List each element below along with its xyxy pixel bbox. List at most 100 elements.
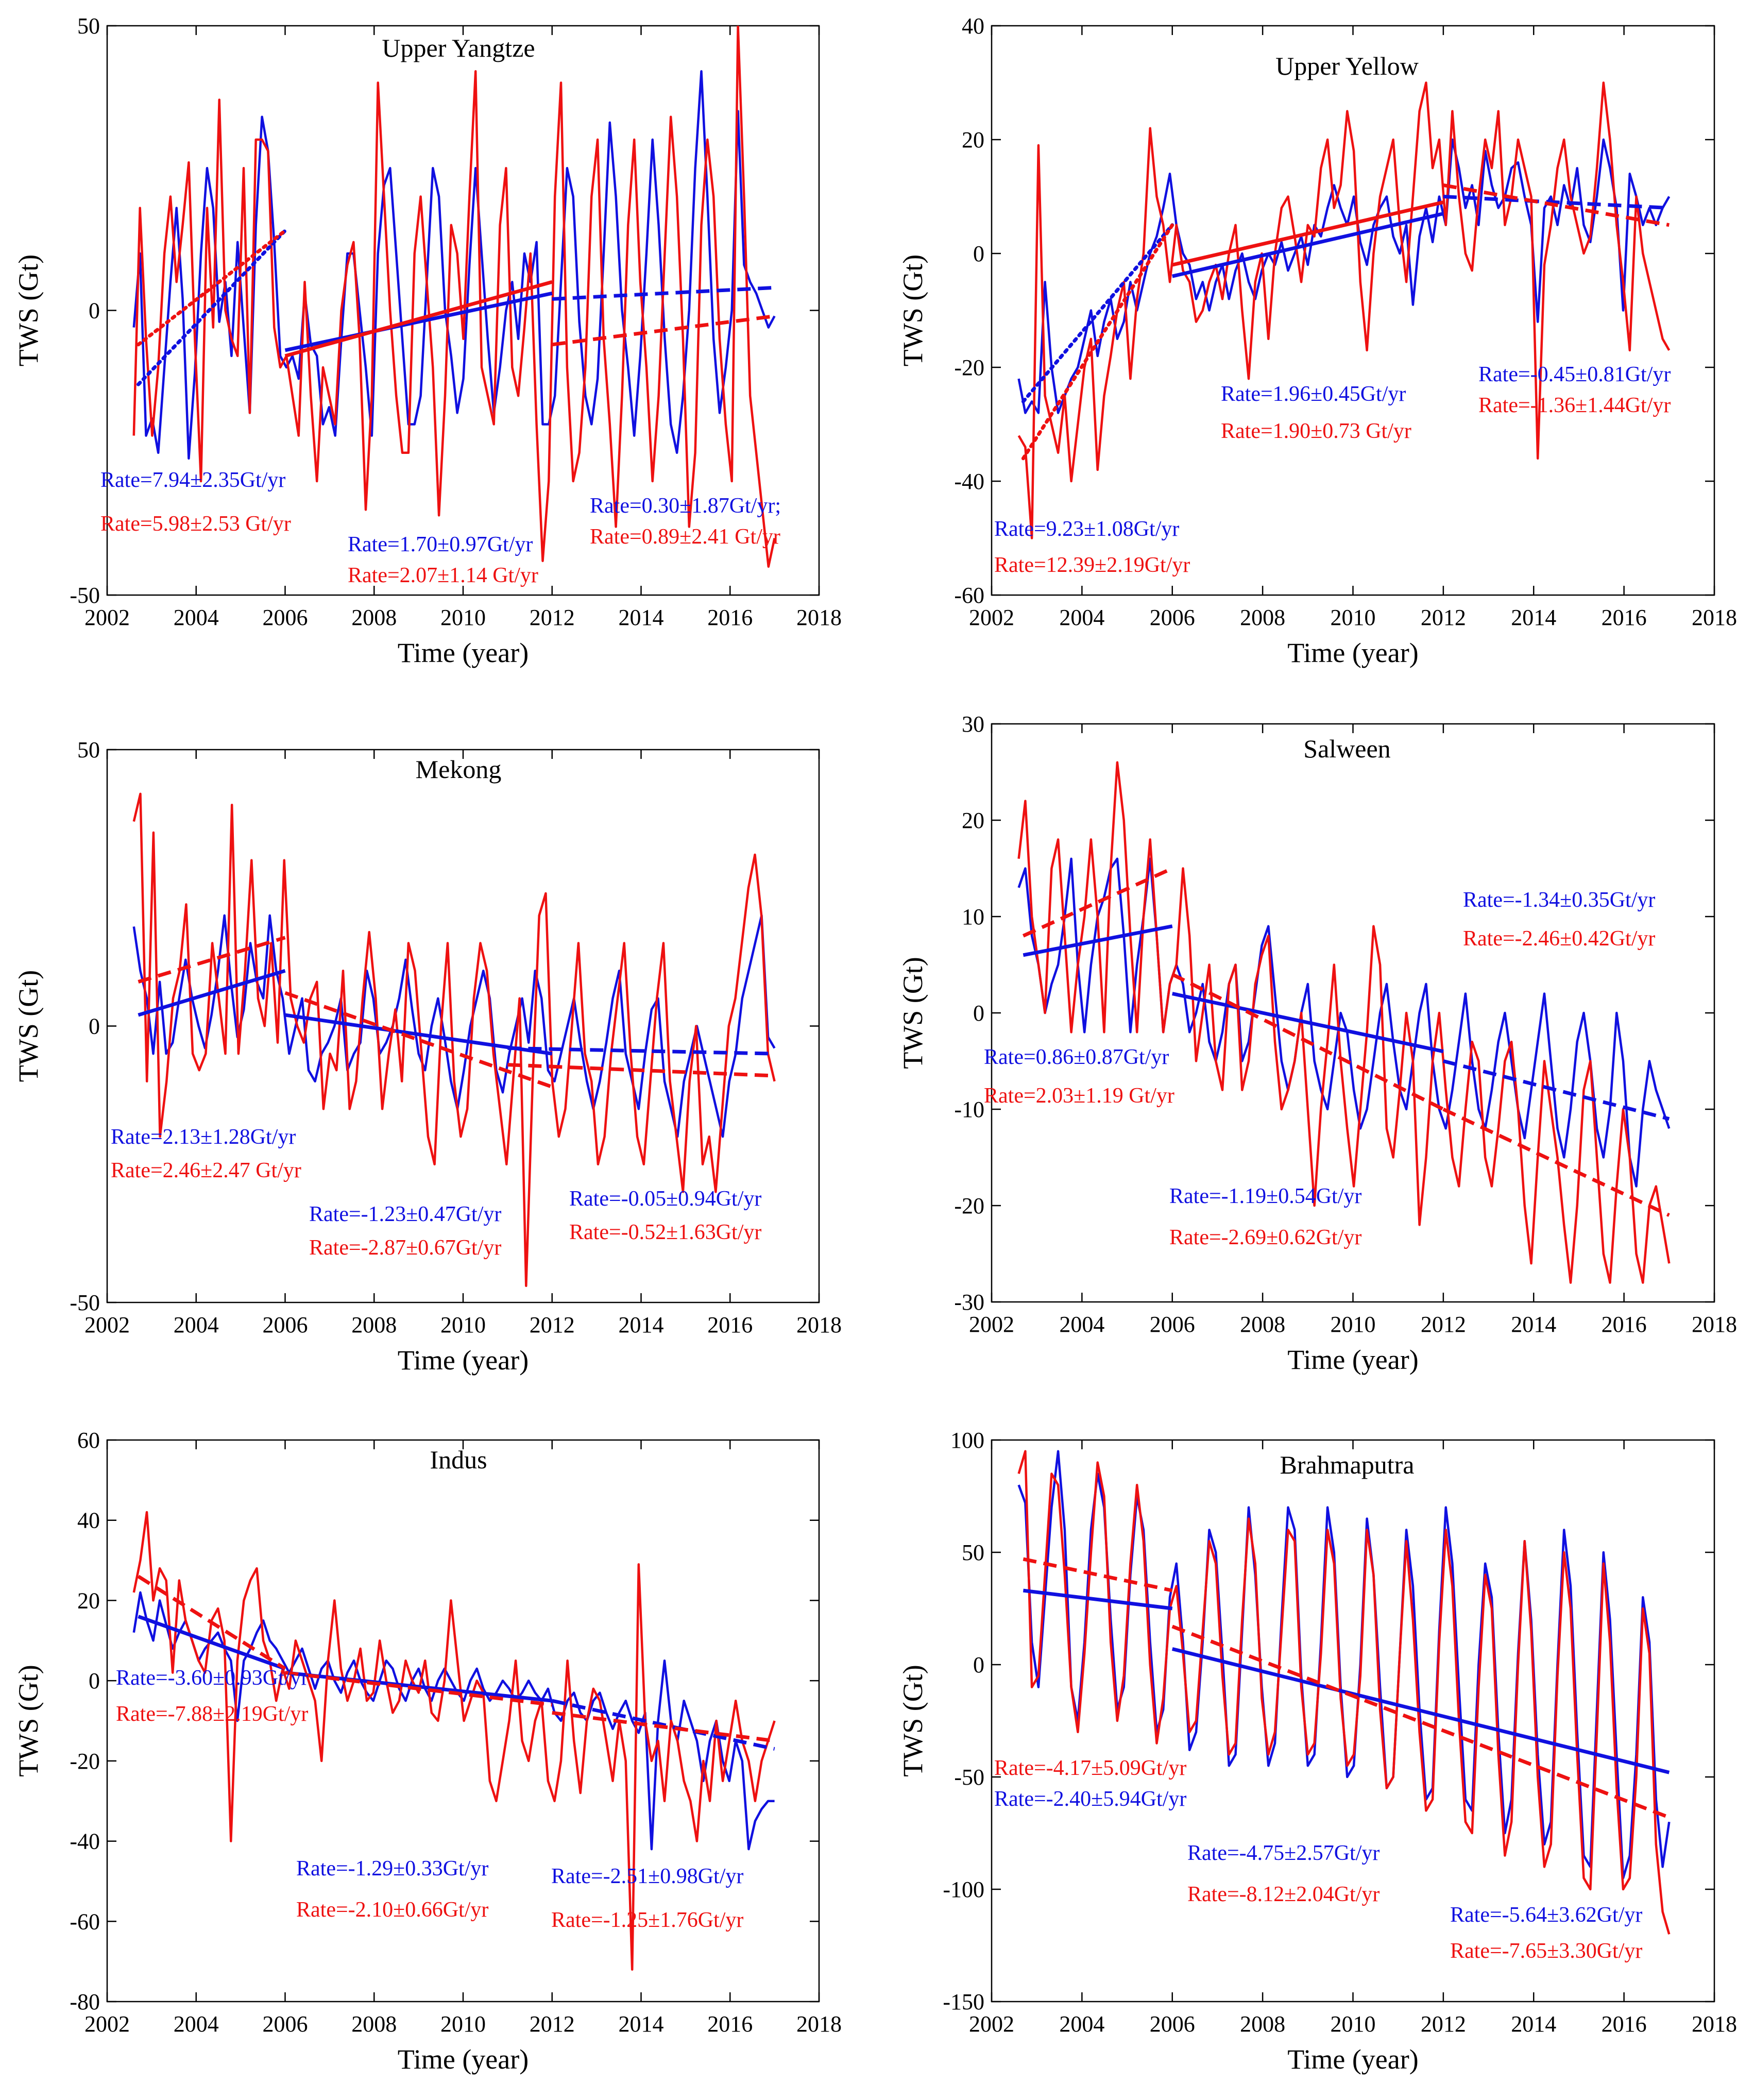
rate-annotation-blue: Rate=0.86±0.87Gt/yr — [984, 1045, 1169, 1069]
series-line-red — [1017, 81, 1671, 539]
rate-annotation-blue: Rate=2.13±1.28Gt/yr — [111, 1125, 296, 1149]
x-tick-label: 2012 — [530, 605, 575, 630]
y-axis-label: TWS (Gt) — [13, 1665, 44, 1776]
x-axis-label: Time (year) — [398, 637, 529, 668]
trend-line-red — [1171, 973, 1444, 1111]
trend-line-blue — [1023, 924, 1173, 957]
rate-annotation-blue: Rate=-1.23±0.47Gt/yr — [309, 1203, 501, 1226]
trend-line-red — [284, 280, 553, 358]
x-tick-label: 2006 — [1150, 1312, 1195, 1337]
rate-annotation-blue: Rate=-5.64±3.62Gt/yr — [1450, 1903, 1642, 1927]
rate-annotation-blue: Rate=-1.19±0.54Gt/yr — [1169, 1184, 1361, 1208]
series-line-blue — [1017, 138, 1671, 414]
x-tick-label: 2010 — [440, 1312, 486, 1337]
x-tick-label: 2008 — [351, 605, 397, 630]
trend-line-blue — [552, 1699, 775, 1751]
trend-line-blue — [284, 1013, 553, 1056]
trend-line-red — [1021, 223, 1174, 461]
panel-upper-yellow: 2002 2004 2006 2008 2010 2012 2014 2016 2018 40 20… — [897, 13, 1737, 668]
x-axis-label: Time (year) — [1287, 1344, 1418, 1375]
y-tick-label: 50 — [77, 737, 100, 763]
series-line-red — [132, 792, 776, 1288]
y-tick-label: -40 — [70, 1829, 100, 1854]
trend-line-red — [1171, 200, 1444, 267]
x-tick-label: 2006 — [1150, 605, 1195, 630]
trend-line-red — [136, 229, 287, 347]
rate-annotation-red: Rate=-0.52±1.63Gt/yr — [569, 1221, 761, 1244]
y-tick-label: -60 — [70, 1909, 100, 1934]
rate-annotation-blue: Rate=9.23±1.08Gt/yr — [994, 517, 1179, 541]
x-tick-label: 2002 — [84, 2011, 130, 2037]
x-tick-label: 2004 — [1059, 1312, 1104, 1337]
trend-line-blue — [507, 1046, 775, 1056]
y-tick-label: -50 — [70, 1290, 100, 1315]
x-axis-label: Time (year) — [1287, 637, 1418, 668]
y-tick-label: 20 — [962, 808, 984, 833]
x-tick-label: 2014 — [1511, 605, 1556, 630]
rate-annotation-blue: Rate=1.70±0.97Gt/yr — [348, 533, 533, 556]
x-axis-label: Time (year) — [398, 1345, 529, 1376]
x-tick-label: 2018 — [1692, 1312, 1737, 1337]
rate-annotation-red: Rate=-2.10±0.66Gt/yr — [296, 1898, 488, 1922]
x-tick-label: 2004 — [174, 605, 219, 630]
x-tick-label: 2008 — [1240, 605, 1285, 630]
trend-line-blue — [1023, 1588, 1173, 1611]
panel-title: Upper Yellow — [1275, 52, 1419, 80]
x-tick-label: 2006 — [263, 2011, 308, 2037]
series-line-blue — [1017, 857, 1671, 1188]
rate-annotation-blue: Rate=-0.05±0.94Gt/yr — [569, 1187, 761, 1211]
trend-line-red — [1442, 1107, 1670, 1217]
x-tick-label: 2018 — [796, 605, 842, 630]
series-line-blue — [132, 914, 776, 1138]
y-tick-label: -30 — [954, 1290, 984, 1315]
y-axis-label: TWS (Gt) — [897, 255, 928, 366]
x-tick-label: 2004 — [1059, 605, 1104, 630]
rate-annotation-red: Rate=-1.25±1.76Gt/yr — [551, 1908, 743, 1932]
rate-annotation-red: Rate=2.03±1.19 Gt/yr — [984, 1084, 1174, 1108]
trend-line-red — [284, 991, 553, 1089]
rate-annotation-red: Rate=1.90±0.73 Gt/yr — [1221, 419, 1411, 443]
x-tick-label: 2016 — [1602, 1312, 1647, 1337]
y-tick-label: 0 — [89, 298, 100, 324]
trend-line-blue — [284, 291, 553, 352]
x-tick-label: 2002 — [84, 605, 130, 630]
plot-area — [132, 792, 776, 1288]
panel-title: Salween — [1303, 734, 1390, 763]
x-tick-label: 2010 — [1331, 605, 1376, 630]
trend-line-blue — [552, 285, 775, 301]
rate-annotation-blue: Rate=-4.75±2.57Gt/yr — [1187, 1841, 1380, 1865]
y-tick-label: -20 — [70, 1749, 100, 1774]
panel-title: Upper Yangtze — [382, 33, 535, 62]
rate-annotation-red: Rate=-1.36±1.44Gt/yr — [1478, 394, 1671, 417]
trend-line-red — [1023, 1557, 1173, 1593]
y-tick-label: 100 — [950, 1428, 984, 1453]
x-tick-label: 2012 — [1421, 1312, 1466, 1337]
rate-annotation-red: Rate=-2.69±0.62Gt/yr — [1169, 1226, 1361, 1249]
y-tick-label: 60 — [77, 1428, 100, 1453]
x-tick-label: 2004 — [174, 2011, 219, 2037]
y-tick-label: 50 — [77, 13, 100, 39]
series-line-blue — [132, 1591, 775, 1851]
panel-brahmaputra: 2002 2004 2006 2008 2010 2012 2014 2016 2018 100 5… — [897, 1428, 1737, 2075]
trend-line-red — [552, 1711, 775, 1743]
y-tick-label: 0 — [89, 1668, 100, 1693]
x-tick-label: 2018 — [1692, 605, 1737, 630]
x-tick-label: 2002 — [969, 1312, 1014, 1337]
trend-line-blue — [1171, 1647, 1670, 1774]
x-tick-label: 2014 — [1511, 1312, 1556, 1337]
x-tick-label: 2008 — [1240, 1312, 1285, 1337]
series-line-blue — [1017, 1450, 1671, 1879]
y-tick-label: -50 — [954, 1765, 984, 1790]
rate-annotation-blue: Rate=-0.45±0.81Gt/yr — [1478, 363, 1671, 386]
x-tick-label: 2002 — [84, 1312, 130, 1337]
x-tick-label: 2010 — [1331, 1312, 1376, 1337]
x-tick-label: 2008 — [351, 1312, 397, 1337]
y-axis-label: TWS (Gt) — [13, 255, 44, 366]
panel-title: Mekong — [416, 755, 502, 784]
y-tick-label: 0 — [89, 1014, 100, 1039]
x-tick-label: 2016 — [707, 2011, 753, 2037]
rate-annotation-red: Rate=-8.12±2.04Gt/yr — [1187, 1883, 1380, 1906]
rate-annotation-red: Rate=2.46±2.47 Gt/yr — [111, 1159, 301, 1182]
x-tick-label: 2016 — [707, 1312, 753, 1337]
series-line-red — [132, 26, 776, 568]
